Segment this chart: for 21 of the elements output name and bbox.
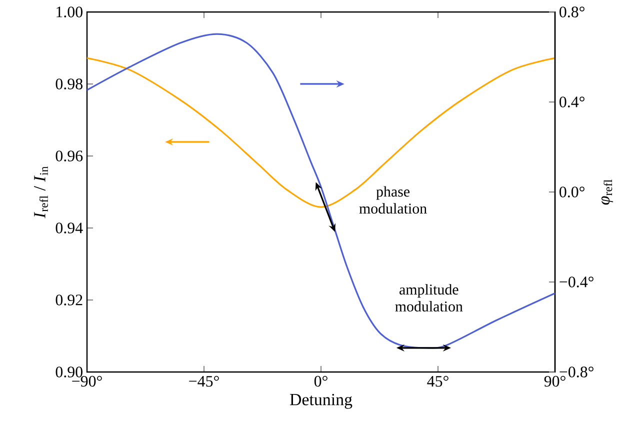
annotation: phase modulation <box>359 186 427 214</box>
y-tick-label: 0.94 <box>56 222 83 234</box>
x-tick-label: −90° <box>72 376 102 387</box>
y-tick-label: 0.98 <box>56 78 82 90</box>
x-tick-label: 0° <box>314 376 328 387</box>
x-tick-label: 90° <box>544 376 566 387</box>
y2-tick-label: −0.8° <box>560 366 594 378</box>
y2-tick-label: 0.8° <box>560 6 584 18</box>
y-axis-title: I$_{refl}$ / I$_{in}$ <box>34 166 48 218</box>
y-tick-label: 0.90 <box>56 366 82 378</box>
y-tick-label: 0.92 <box>56 294 82 306</box>
y2-tick-label: 0.0° <box>560 186 584 198</box>
y-tick-label: 1.00 <box>56 6 82 18</box>
x-axis-title: Detuning <box>290 394 352 409</box>
x-tick-label: −45° <box>189 376 219 387</box>
x-tick-label: 45° <box>427 376 448 387</box>
annotation: amplitude modulation <box>395 284 463 312</box>
y-tick-label: 0.96 <box>56 150 83 162</box>
y2-axis-title: φ$_{refl}$ <box>601 180 614 205</box>
y2-tick-label: −0.4° <box>560 276 594 288</box>
y2-tick-label: 0.4° <box>560 96 584 108</box>
